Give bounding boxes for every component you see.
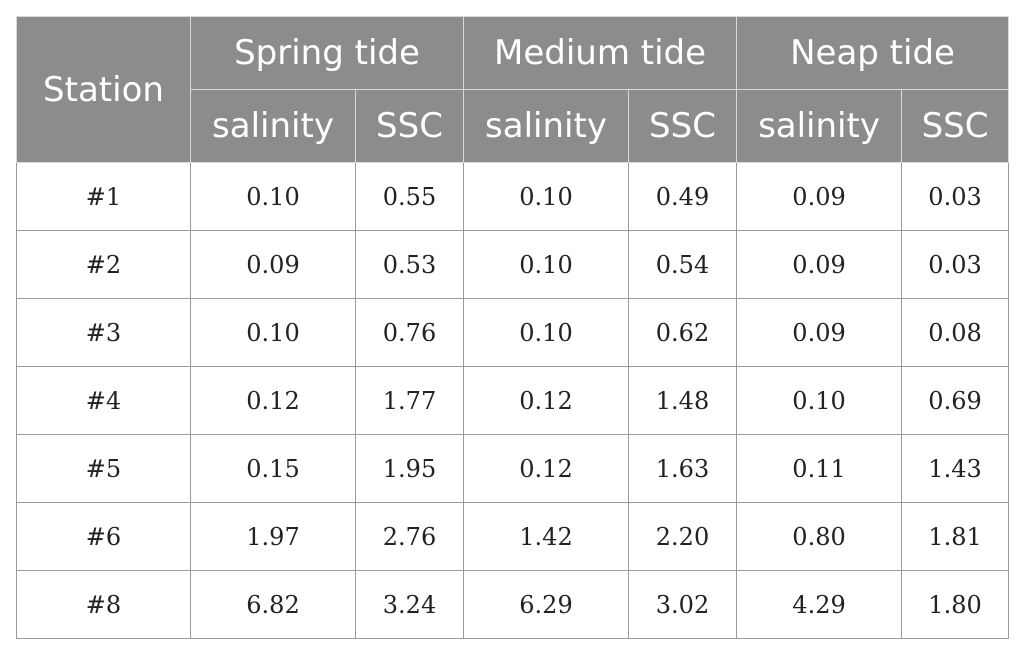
value-cell: 1.63 [627, 434, 738, 503]
value-cell: 0.08 [901, 298, 1010, 367]
value-cell: 1.77 [355, 366, 464, 435]
table-body: #1 0.10 0.55 0.10 0.49 0.09 0.03 #2 0.09… [16, 162, 1010, 639]
value-cell: 0.03 [901, 230, 1010, 299]
station-cell: #8 [16, 570, 191, 639]
value-cell: 1.43 [901, 434, 1010, 503]
value-cell: 0.12 [463, 434, 629, 503]
value-cell: 0.12 [190, 366, 356, 435]
station-cell: #3 [16, 298, 191, 367]
value-cell: 3.24 [355, 570, 464, 639]
value-cell: 0.62 [627, 298, 738, 367]
value-cell: 6.29 [463, 570, 629, 639]
value-cell: 0.69 [901, 366, 1010, 435]
header-row-subcolumns: salinity SSC salinity SSC salinity SSC [17, 89, 1010, 163]
value-cell: 0.80 [736, 502, 903, 571]
subheader-neap-salinity: salinity [736, 89, 903, 163]
subheader-neap-ssc: SSC [901, 89, 1010, 163]
value-cell: 2.76 [355, 502, 464, 571]
subheader-medium-ssc: SSC [627, 89, 738, 163]
group-header-neap-tide: Neap tide [736, 16, 1010, 90]
value-cell: 1.80 [901, 570, 1010, 639]
value-cell: 0.49 [627, 162, 738, 231]
group-header-medium-tide: Medium tide [462, 16, 738, 90]
value-cell: 0.55 [355, 162, 464, 231]
value-cell: 1.95 [355, 434, 464, 503]
value-cell: 0.15 [190, 434, 356, 503]
subheader-spring-ssc: SSC [355, 89, 464, 163]
header-row-groups: Station Spring tide Medium tide Neap tid… [16, 16, 1010, 163]
value-cell: 0.09 [736, 298, 903, 367]
subheader-medium-salinity: salinity [463, 89, 629, 163]
value-cell: 1.42 [463, 502, 629, 571]
table-row: #1 0.10 0.55 0.10 0.49 0.09 0.03 [16, 162, 1010, 231]
table-row: #5 0.15 1.95 0.12 1.63 0.11 1.43 [16, 434, 1010, 503]
group-header-spring-tide: Spring tide [190, 16, 464, 90]
value-cell: 0.10 [463, 230, 629, 299]
value-cell: 0.03 [901, 162, 1010, 231]
subheader-spring-salinity: salinity [190, 89, 356, 163]
value-cell: 0.54 [627, 230, 738, 299]
station-cell: #4 [16, 366, 191, 435]
station-cell: #5 [16, 434, 191, 503]
value-cell: 0.10 [190, 162, 356, 231]
station-cell: #6 [16, 502, 191, 571]
value-cell: 0.76 [355, 298, 464, 367]
table-row: #3 0.10 0.76 0.10 0.62 0.09 0.08 [16, 298, 1010, 367]
value-cell: 0.09 [190, 230, 356, 299]
value-cell: 0.12 [463, 366, 629, 435]
value-cell: 0.10 [736, 366, 903, 435]
value-cell: 4.29 [736, 570, 903, 639]
table-row: #2 0.09 0.53 0.10 0.54 0.09 0.03 [16, 230, 1010, 299]
value-cell: 0.53 [355, 230, 464, 299]
value-cell: 3.02 [627, 570, 738, 639]
data-table-container: Station Spring tide Medium tide Neap tid… [16, 16, 1010, 639]
value-cell: 1.97 [190, 502, 356, 571]
value-cell: 0.09 [736, 162, 903, 231]
value-cell: 0.11 [736, 434, 903, 503]
data-table: Station Spring tide Medium tide Neap tid… [16, 16, 1010, 639]
station-cell: #2 [16, 230, 191, 299]
value-cell: 6.82 [190, 570, 356, 639]
value-cell: 0.09 [736, 230, 903, 299]
table-row: #4 0.12 1.77 0.12 1.48 0.10 0.69 [16, 366, 1010, 435]
station-header: Station [16, 16, 191, 163]
value-cell: 0.10 [463, 162, 629, 231]
table-row: #6 1.97 2.76 1.42 2.20 0.80 1.81 [16, 502, 1010, 571]
table-header: Station Spring tide Medium tide Neap tid… [16, 16, 1010, 163]
value-cell: 0.10 [463, 298, 629, 367]
station-cell: #1 [16, 162, 191, 231]
table-row: #8 6.82 3.24 6.29 3.02 4.29 1.80 [16, 570, 1010, 639]
value-cell: 1.48 [627, 366, 738, 435]
value-cell: 2.20 [627, 502, 738, 571]
value-cell: 1.81 [901, 502, 1010, 571]
value-cell: 0.10 [190, 298, 356, 367]
